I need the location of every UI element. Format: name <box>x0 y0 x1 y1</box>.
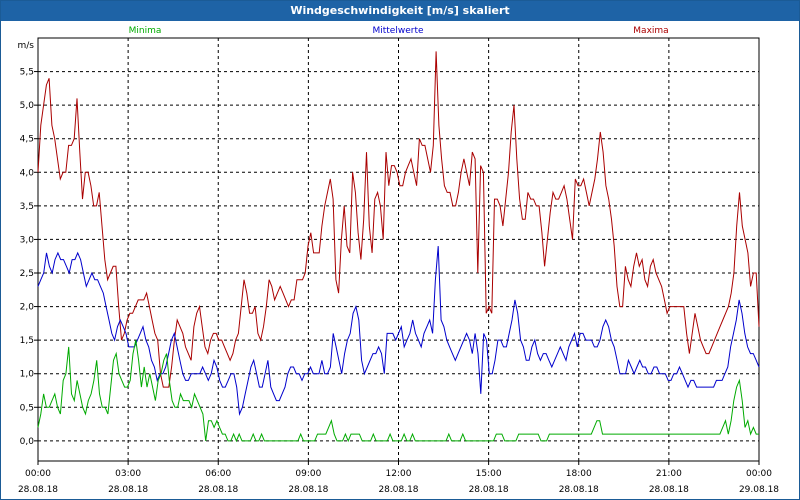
x-tick-date-label: 28.08.18 <box>288 485 328 495</box>
x-tick-time-label: 21:00 <box>656 469 682 479</box>
y-tick-label: 5,5 <box>20 68 34 78</box>
x-tick-time-label: 09:00 <box>295 469 321 479</box>
x-tick-date-label: 29.08.18 <box>739 485 779 495</box>
x-tick-time-label: 00:00 <box>746 469 772 479</box>
x-tick-time-label: 18:00 <box>566 469 592 479</box>
series-line-minima <box>37 339 759 443</box>
y-tick-label: 0,0 <box>20 437 35 447</box>
y-tick-label: 4,0 <box>20 168 35 178</box>
x-tick-date-label: 28.08.18 <box>18 485 58 495</box>
x-tick-time-label: 03:00 <box>115 469 141 479</box>
y-tick-label: 3,0 <box>20 235 35 245</box>
legend-entry-mittelwerte: Mittelwerte <box>372 26 423 36</box>
legend-entry-minima: Minima <box>129 26 162 36</box>
x-tick-time-label: 06:00 <box>205 469 231 479</box>
x-tick-date-label: 28.08.18 <box>559 485 599 495</box>
x-tick-date-label: 28.08.18 <box>378 485 418 495</box>
x-tick-time-label: 00:00 <box>25 469 51 479</box>
y-tick-label: 3,5 <box>20 202 34 212</box>
x-tick-date-label: 28.08.18 <box>108 485 148 495</box>
x-axis-ticks: 00:00 28.08.18 03:00 28.08.18 06:00 28.08.18 0… <box>18 461 779 495</box>
x-tick-time-label: 12:00 <box>386 469 412 479</box>
y-tick-label: 1,5 <box>20 336 34 346</box>
x-tick-date-label: 28.08.18 <box>469 485 509 495</box>
x-tick-date-label: 28.08.18 <box>198 485 238 495</box>
y-tick-label: 4,5 <box>20 135 34 145</box>
y-axis-ticks: 0,0 0,5 1,0 1,5 2,0 2,5 3,0 3,5 4,0 4,5 5,0 5,5 m/s <box>18 41 38 447</box>
x-tick-date-label: 28.08.18 <box>649 485 689 495</box>
y-axis-unit-label: m/s <box>18 41 35 51</box>
y-tick-label: 1,0 <box>20 370 35 380</box>
legend-entry-maxima: Maxima <box>633 26 668 36</box>
chart-title: Windgeschwindigkeit [m/s] skaliert <box>1 1 799 21</box>
y-tick-label: 0,5 <box>20 403 34 413</box>
series-lines <box>37 51 760 443</box>
series-line-mittelwerte <box>37 246 760 416</box>
grid <box>38 38 759 461</box>
series-line-maxima <box>37 51 760 388</box>
legend: Maxima Mittelwerte Minima <box>129 26 669 36</box>
y-tick-label: 2,5 <box>20 269 34 279</box>
y-tick-label: 5,0 <box>20 101 35 111</box>
y-tick-label: 2,0 <box>20 303 35 313</box>
x-tick-time-label: 15:00 <box>476 469 502 479</box>
